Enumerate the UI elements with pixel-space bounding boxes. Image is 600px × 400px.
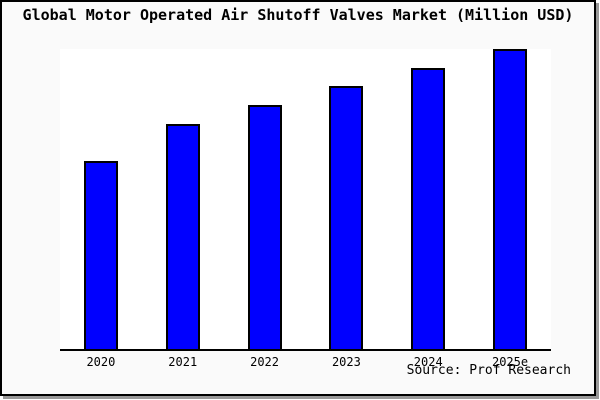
chart-title: Global Motor Operated Air Shutoff Valves… xyxy=(22,6,574,24)
x-tick-label-2020: 2020 xyxy=(86,355,116,369)
bar-2024 xyxy=(411,68,446,349)
bars-row xyxy=(60,49,551,349)
bar-2022 xyxy=(247,105,282,349)
bar-slot xyxy=(387,49,469,349)
bar-slot xyxy=(224,49,306,349)
bar-2023 xyxy=(329,86,364,349)
bar-2021 xyxy=(165,124,200,349)
bar-slot xyxy=(60,49,142,349)
plot-area xyxy=(60,49,551,351)
x-tick-label-2025e: 2025e xyxy=(491,355,529,369)
x-tick-label-2023: 2023 xyxy=(331,355,361,369)
bar-slot xyxy=(142,49,224,349)
x-tick-label-2022: 2022 xyxy=(250,355,280,369)
bar-slot xyxy=(305,49,387,349)
x-tick-label-2021: 2021 xyxy=(168,355,198,369)
bar-2020 xyxy=(83,161,118,349)
bar-2025e xyxy=(493,49,528,349)
source-note: Source: Prof Research xyxy=(406,363,571,378)
bar-slot xyxy=(469,49,551,349)
x-axis-tick-labels: 2020 2021 2022 2023 2024 2025e xyxy=(60,355,551,369)
x-tick-label-2024: 2024 xyxy=(413,355,443,369)
